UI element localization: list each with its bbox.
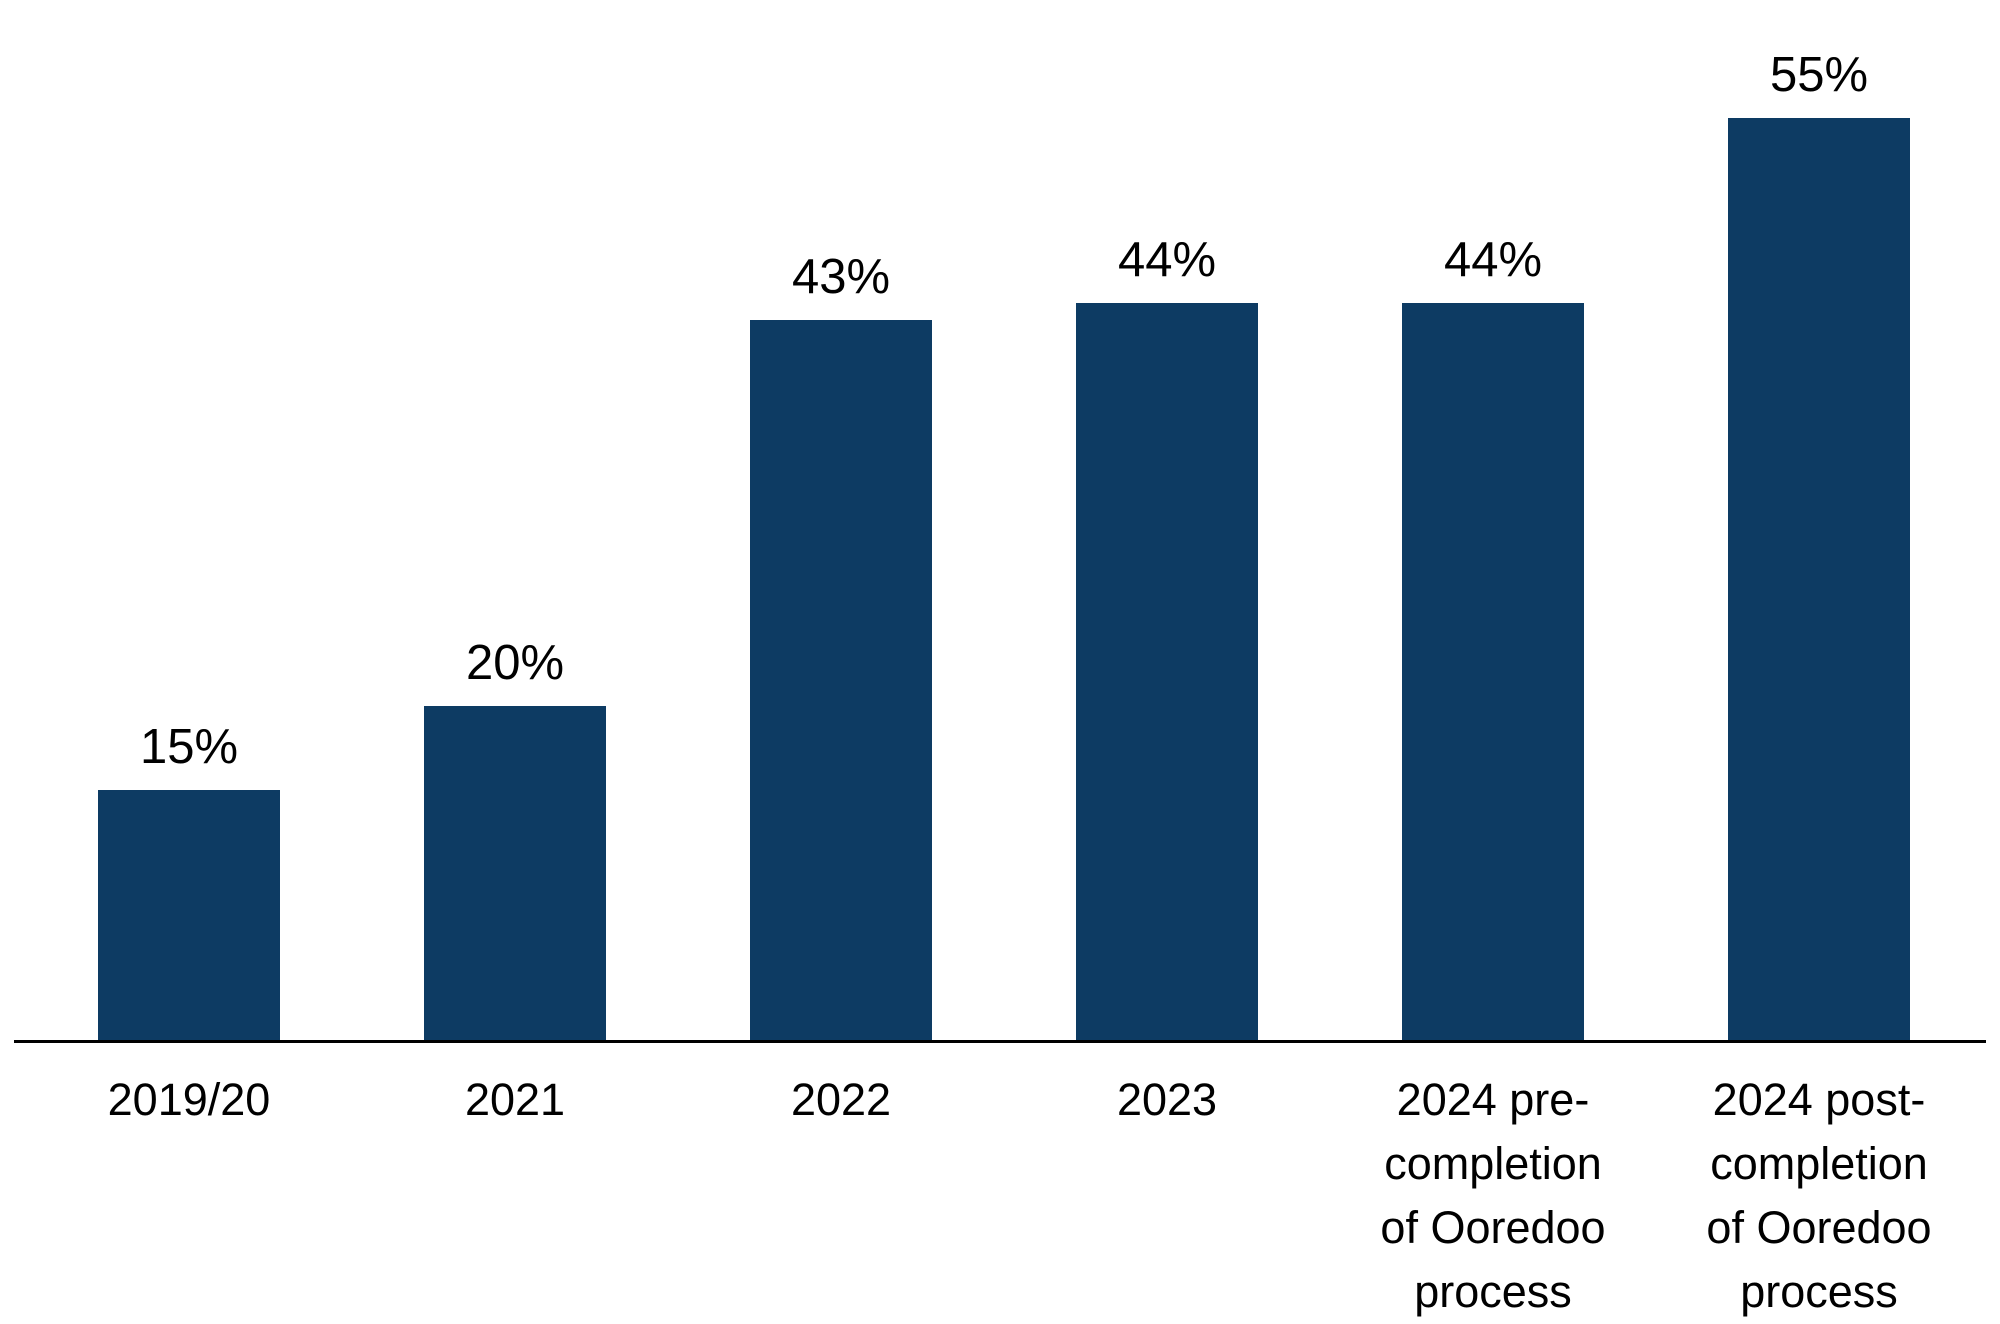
- x-axis-line: [14, 1040, 1986, 1043]
- bar-column: 43% 2022: [678, 0, 1004, 1125]
- bar: [424, 706, 606, 1042]
- category-label: 2021: [464, 1074, 566, 1125]
- category-label: 2024 post- completion of Ooredoo process: [1706, 1074, 1932, 1317]
- bar: [1402, 303, 1584, 1042]
- category-label: 2022: [790, 1074, 892, 1125]
- category-label: 2023: [1116, 1074, 1218, 1125]
- bar: [98, 790, 280, 1042]
- bar-column: 15% 2019/20: [26, 0, 352, 1125]
- bar-value-label: 43%: [791, 250, 891, 304]
- category-label: 2019/20: [107, 1074, 271, 1125]
- category-label: 2024 pre- completion of Ooredoo process: [1380, 1074, 1606, 1317]
- bar: [750, 320, 932, 1042]
- bar: [1076, 303, 1258, 1042]
- bar-column: 20% 2021: [352, 0, 678, 1125]
- bar-column: 44% 2023: [1004, 0, 1330, 1125]
- bar-value-label: 55%: [1769, 48, 1869, 102]
- bar-value-label: 15%: [139, 720, 239, 774]
- bar-value-label: 44%: [1117, 233, 1217, 287]
- bar-value-label: 20%: [465, 636, 565, 690]
- bar-column: 44% 2024 pre- completion of Ooredoo proc…: [1330, 0, 1656, 1317]
- bar: [1728, 118, 1910, 1042]
- bar-column: 55% 2024 post- completion of Ooredoo pro…: [1656, 0, 1982, 1317]
- bar-value-label: 44%: [1443, 233, 1543, 287]
